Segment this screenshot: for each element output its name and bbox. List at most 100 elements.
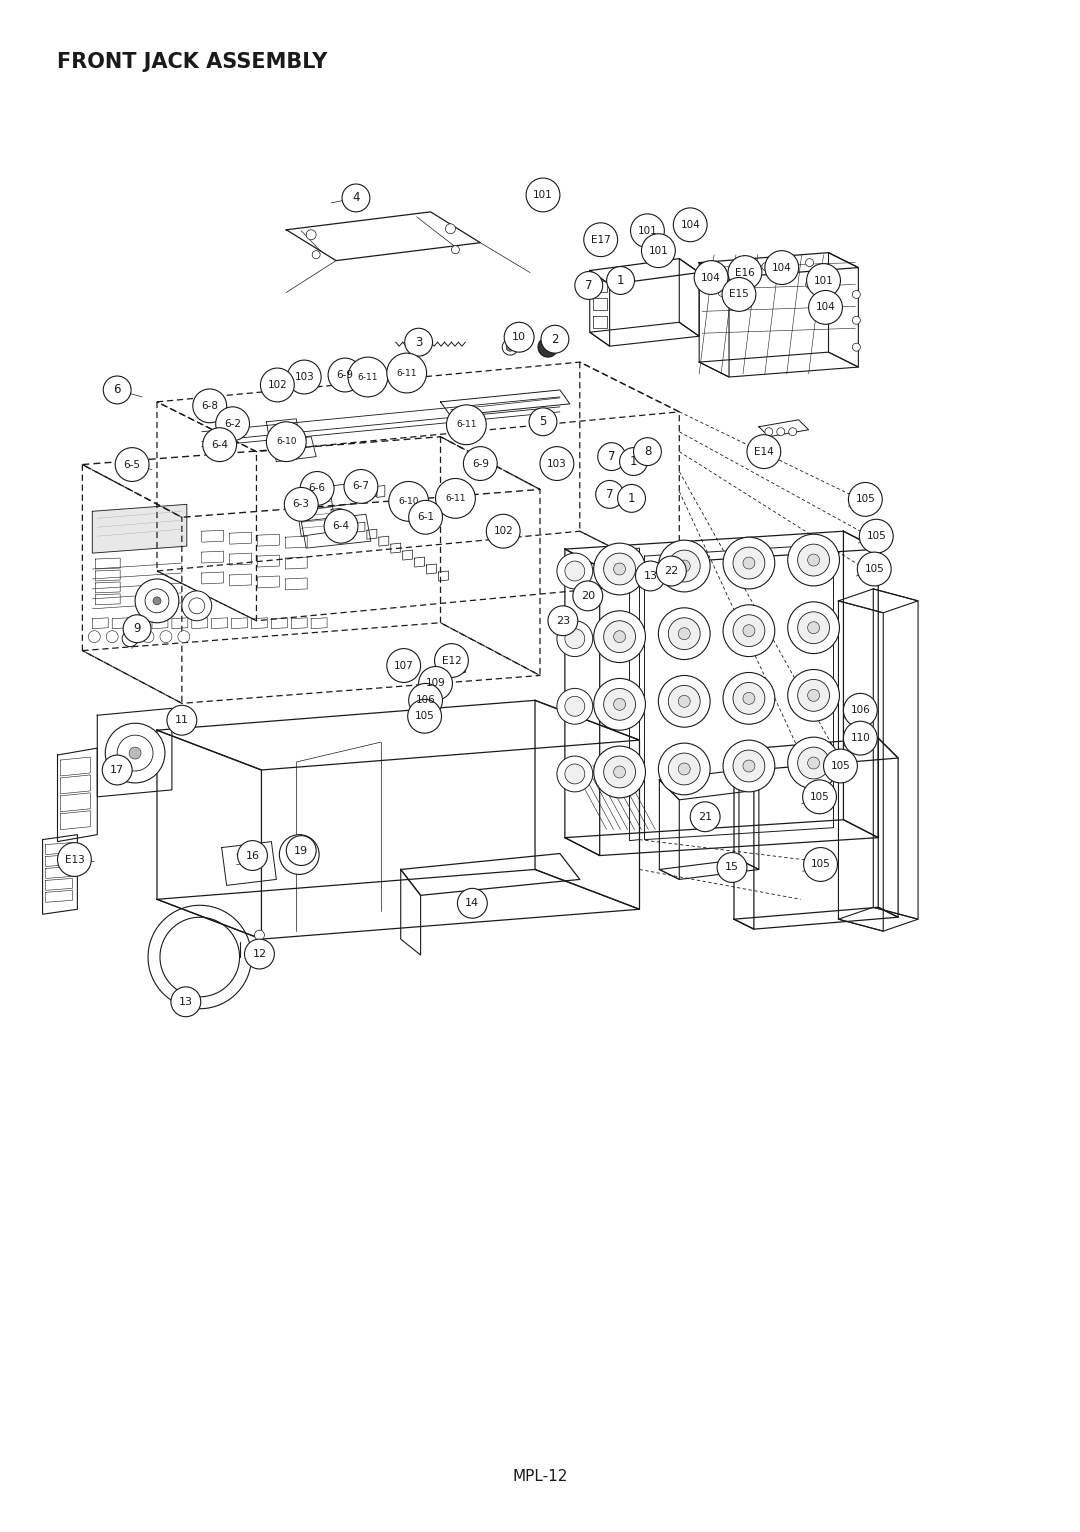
Text: 6-11: 6-11 — [456, 420, 476, 429]
Text: 1: 1 — [627, 492, 635, 506]
Circle shape — [659, 608, 711, 660]
Circle shape — [669, 754, 700, 784]
Circle shape — [435, 478, 475, 518]
Text: 101: 101 — [813, 276, 834, 285]
Circle shape — [348, 357, 388, 397]
Circle shape — [287, 360, 321, 394]
Text: 106: 106 — [416, 696, 435, 705]
Circle shape — [777, 427, 785, 435]
Text: 6-11: 6-11 — [445, 493, 465, 502]
Text: 105: 105 — [866, 532, 886, 541]
Circle shape — [740, 286, 748, 294]
Circle shape — [743, 558, 755, 568]
Circle shape — [289, 844, 309, 864]
Text: 104: 104 — [815, 302, 836, 313]
Circle shape — [723, 673, 774, 725]
Circle shape — [733, 682, 765, 714]
Circle shape — [446, 404, 486, 444]
Text: 22: 22 — [664, 565, 678, 576]
Circle shape — [604, 620, 635, 653]
Text: 17: 17 — [110, 764, 124, 775]
Circle shape — [557, 553, 593, 588]
Circle shape — [808, 555, 820, 565]
Text: 10: 10 — [512, 332, 526, 342]
Circle shape — [451, 245, 459, 254]
Circle shape — [178, 631, 190, 642]
Circle shape — [135, 579, 179, 622]
Circle shape — [504, 322, 534, 352]
Circle shape — [717, 852, 747, 882]
Circle shape — [613, 631, 625, 642]
Circle shape — [597, 443, 625, 470]
Circle shape — [604, 757, 635, 787]
Circle shape — [784, 260, 792, 268]
Circle shape — [657, 556, 686, 585]
Circle shape — [284, 487, 319, 521]
Text: 103: 103 — [295, 372, 314, 381]
Circle shape — [193, 389, 227, 423]
Circle shape — [167, 705, 197, 735]
Circle shape — [130, 748, 141, 758]
Text: 6-1: 6-1 — [417, 512, 434, 522]
Circle shape — [635, 561, 665, 591]
Circle shape — [267, 421, 307, 461]
Text: E17: E17 — [591, 234, 610, 245]
Circle shape — [808, 689, 820, 702]
Circle shape — [408, 501, 443, 535]
Circle shape — [565, 697, 584, 717]
Circle shape — [416, 697, 426, 708]
Text: 6-4: 6-4 — [333, 521, 350, 532]
Circle shape — [572, 581, 603, 611]
Text: 6-8: 6-8 — [201, 401, 218, 411]
Circle shape — [575, 271, 603, 299]
Circle shape — [596, 481, 623, 509]
Circle shape — [806, 259, 813, 267]
Text: 16: 16 — [245, 850, 259, 861]
Circle shape — [843, 722, 877, 755]
Circle shape — [678, 628, 690, 640]
Circle shape — [740, 265, 748, 273]
Circle shape — [118, 735, 153, 771]
Text: 15: 15 — [725, 863, 739, 873]
Circle shape — [557, 757, 593, 792]
Circle shape — [808, 622, 820, 634]
Circle shape — [548, 605, 578, 636]
Circle shape — [557, 620, 593, 657]
Circle shape — [105, 723, 165, 783]
Text: 101: 101 — [637, 225, 658, 236]
Circle shape — [743, 625, 755, 637]
Circle shape — [423, 680, 433, 691]
Circle shape — [526, 178, 559, 211]
Circle shape — [541, 325, 569, 354]
Text: 106: 106 — [850, 705, 870, 715]
Circle shape — [203, 427, 237, 461]
Circle shape — [189, 597, 205, 614]
Circle shape — [808, 757, 820, 769]
Circle shape — [787, 602, 839, 654]
Circle shape — [678, 763, 690, 775]
Circle shape — [124, 631, 136, 642]
Text: 101: 101 — [648, 245, 669, 256]
Circle shape — [804, 847, 837, 881]
Circle shape — [143, 631, 154, 642]
Circle shape — [634, 438, 661, 466]
Circle shape — [594, 544, 646, 594]
Circle shape — [824, 749, 858, 783]
Circle shape — [618, 484, 646, 512]
Circle shape — [678, 696, 690, 708]
Circle shape — [809, 291, 842, 325]
Circle shape — [416, 714, 426, 723]
Text: E12: E12 — [442, 656, 461, 665]
Circle shape — [342, 184, 369, 211]
Circle shape — [216, 408, 249, 441]
Text: 7: 7 — [585, 279, 593, 293]
Circle shape — [669, 685, 700, 717]
Circle shape — [733, 547, 765, 579]
Text: 1: 1 — [617, 274, 624, 286]
Circle shape — [620, 447, 647, 475]
Circle shape — [145, 588, 168, 613]
Circle shape — [733, 614, 765, 647]
Text: 7: 7 — [608, 450, 616, 463]
Circle shape — [798, 544, 829, 576]
Circle shape — [540, 447, 573, 481]
